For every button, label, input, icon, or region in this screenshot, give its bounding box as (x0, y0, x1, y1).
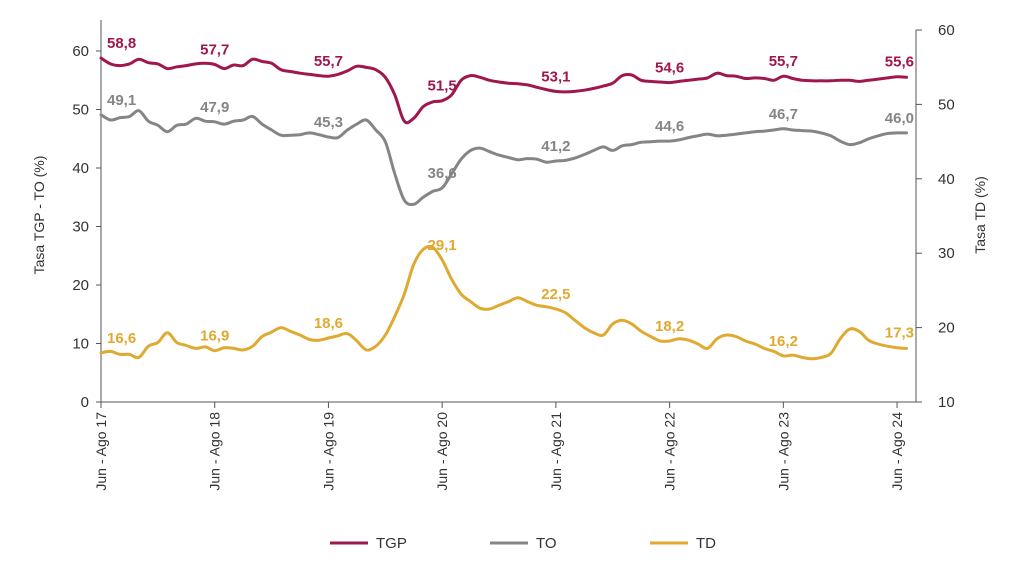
data-label-to: 36,6 (428, 165, 457, 182)
x-tick-label: Jun - Ago 20 (434, 412, 450, 491)
y-right-tick-label: 50 (938, 96, 955, 113)
y-right-tick-label: 20 (938, 320, 955, 337)
data-label-td: 29,1 (428, 237, 457, 254)
y-left-tick-label: 60 (72, 43, 89, 60)
legend-label-to: TO (536, 535, 557, 552)
x-tick-label: Jun - Ago 24 (889, 412, 905, 491)
x-tick-label: Jun - Ago 17 (93, 412, 109, 491)
data-labels: 58,8 57,7 55,7 51,5 53,1 54,6 55,7 55,6 49,1 47,9… (107, 35, 914, 350)
x-tick-label: Jun - Ago 21 (548, 412, 564, 491)
x-tick-label: Jun - Ago 22 (662, 412, 678, 491)
y-left-tick-label: 50 (72, 102, 89, 119)
series-line-td (99, 244, 908, 361)
data-label-tgp: 57,7 (200, 41, 229, 58)
y-left-tick-label: 20 (72, 277, 89, 294)
axes: 0 10 20 30 40 50 60 10 20 30 40 50 60 Jun - Ago 17 Jun… (72, 20, 955, 491)
data-label-td: 22,5 (541, 286, 570, 303)
series-line-to (99, 109, 908, 207)
series-lines (99, 56, 908, 361)
data-label-tgp: 53,1 (541, 68, 570, 85)
y-right-tick-label: 60 (938, 22, 955, 39)
data-label-td: 18,6 (314, 315, 343, 332)
y-left-tick-label: 30 (72, 219, 89, 236)
x-tick-label: Jun - Ago 19 (320, 412, 336, 491)
y-axis-left-title: Tasa TGP - TO (%) (31, 156, 47, 275)
data-label-to: 46,7 (769, 106, 798, 123)
legend-label-tgp: TGP (376, 535, 407, 552)
data-label-tgp: 55,7 (314, 53, 343, 70)
data-label-td: 18,2 (655, 318, 684, 335)
data-label-td: 16,6 (107, 330, 136, 347)
y-left-tick-label: 40 (72, 160, 89, 177)
y-axis-right-title: Tasa TD (%) (972, 176, 988, 254)
y-right-tick-label: 10 (938, 394, 955, 411)
data-label-to: 41,2 (541, 138, 570, 155)
legend-label-td: TD (696, 535, 716, 552)
legend: TGP TO TD (330, 535, 716, 552)
data-label-to: 44,6 (655, 118, 684, 135)
y-left-tick-label: 0 (81, 394, 89, 411)
data-label-tgp: 51,5 (428, 78, 457, 95)
data-label-td: 16,9 (200, 328, 229, 345)
x-tick-label: Jun - Ago 18 (207, 412, 223, 491)
y-left-tick-label: 10 (72, 336, 89, 353)
series-line-tgp (99, 56, 908, 125)
x-tick-label: Jun - Ago 23 (775, 412, 791, 491)
data-label-tgp: 55,6 (885, 54, 914, 71)
data-label-tgp: 58,8 (107, 35, 136, 52)
data-label-to: 45,3 (314, 114, 343, 131)
data-label-tgp: 54,6 (655, 60, 684, 77)
y-right-tick-label: 40 (938, 171, 955, 188)
data-label-to: 47,9 (200, 99, 229, 116)
y-right-tick-label: 30 (938, 245, 955, 262)
data-label-tgp: 55,7 (769, 53, 798, 70)
data-label-to: 49,1 (107, 92, 136, 109)
data-label-td: 17,3 (885, 325, 914, 342)
data-label-to: 46,0 (885, 110, 914, 127)
data-label-td: 16,2 (769, 333, 798, 350)
